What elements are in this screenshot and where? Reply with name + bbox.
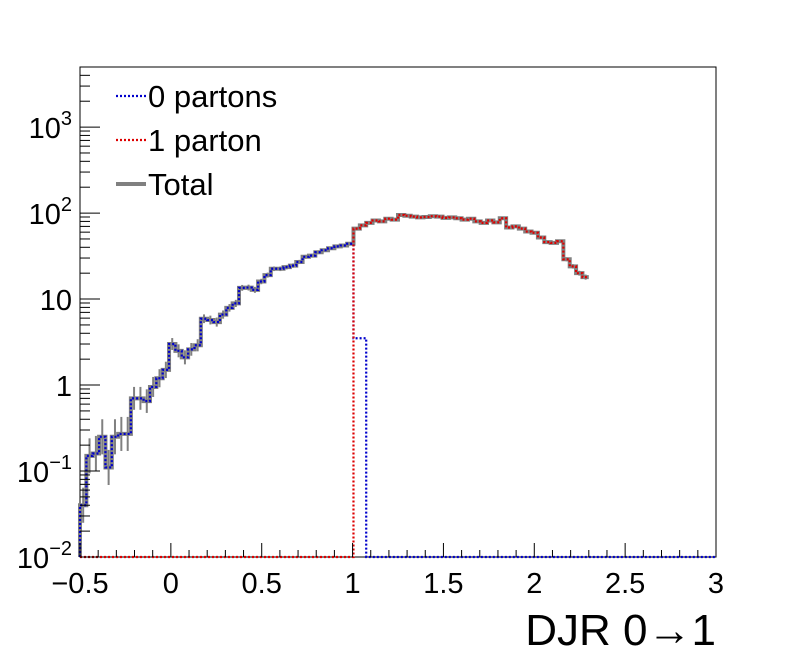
y-tick-label: 10 — [40, 285, 72, 317]
series-0-partons-line — [78, 242, 716, 559]
plot-frame — [79, 66, 717, 558]
legend: 0 partons 1 parton Total — [116, 79, 277, 202]
histogram-layer — [78, 212, 716, 559]
legend-label-total: Total — [148, 167, 213, 202]
x-tick-label: 1.5 — [423, 568, 463, 600]
y-tick-label: 1 — [56, 371, 72, 403]
series-1-parton-line — [80, 213, 589, 559]
y-tick-label: 103 — [29, 108, 72, 145]
y-tick-label: 102 — [29, 194, 72, 231]
x-tick-label: 0.5 — [242, 568, 282, 600]
x-tick-label: 2 — [526, 568, 542, 600]
x-tick-label: −0.5 — [51, 568, 108, 600]
x-axis-title: DJR 0→1 — [525, 606, 716, 655]
x-tick-label: 0 — [163, 568, 179, 600]
y-tick-label: 10−2 — [17, 538, 72, 575]
x-tick-label: 2.5 — [605, 568, 645, 600]
x-tick-label: 1 — [345, 568, 361, 600]
y-tick-label: 10−1 — [17, 452, 72, 489]
x-tick-label: 3 — [708, 568, 724, 600]
axis-layer: −0.5 0 0.5 1 1.5 2 2.5 3 10−2 10−1 1 10 102 103 — [17, 66, 724, 600]
legend-label-1-parton: 1 parton — [148, 123, 262, 158]
legend-label-0-partons: 0 partons — [148, 79, 277, 114]
